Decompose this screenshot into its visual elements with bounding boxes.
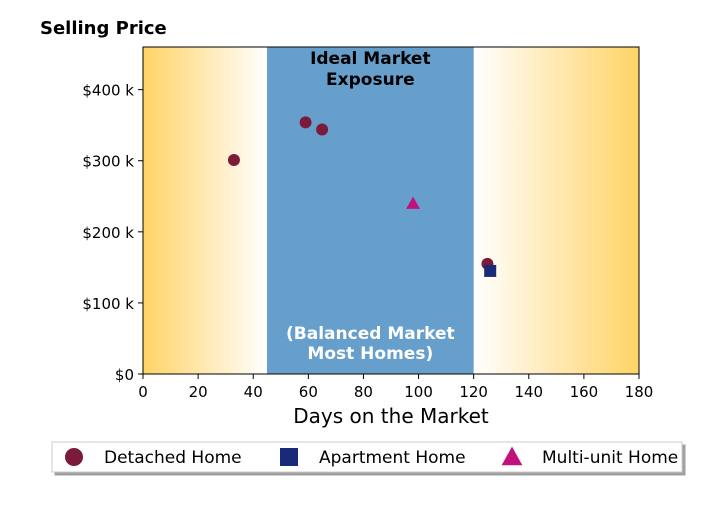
gradient-right [473,47,639,374]
legend-marker-triangle [501,446,523,466]
ideal-exposure-band [267,47,474,374]
y-tick-label: $400 k [82,82,134,100]
data-point-triangle [406,196,420,209]
x-tick-label: 0 [138,383,148,401]
legend-label: Multi-unit Home [542,448,678,468]
x-tick-label: 40 [244,383,263,401]
x-axis: 0 20 40 60 80 100 120 140 160 180 [138,374,653,401]
chart-title: Selling Price [40,18,167,39]
x-tick-label: 60 [299,383,318,401]
y-tick-label: $100 k [82,295,134,313]
data-point-circle [299,116,312,129]
x-tick-label: 120 [459,383,488,401]
legend-box [51,441,683,473]
gradient-left [143,47,267,374]
data-markers [227,116,497,277]
band-label-top-1: Ideal Market [310,49,431,69]
data-point-circle [316,123,329,136]
x-tick-label: 180 [625,383,654,401]
legend-label: Apartment Home [319,448,466,468]
y-tick-label: $200 k [82,224,134,242]
x-tick-label: 160 [570,383,599,401]
x-axis-title: Days on the Market [293,404,489,428]
legend-marker-circle [65,448,83,466]
plot-background [143,47,639,374]
legend-label: Detached Home [104,448,242,468]
band-label-top-2: Exposure [326,70,415,90]
plot-frame [142,46,640,375]
band-label-bottom-1: (Balanced Market [286,324,455,344]
legend-marker-square [280,448,298,466]
band-label-bottom-2: Most Homes) [307,344,433,364]
data-point-square [484,264,497,277]
data-point-circle [227,154,240,167]
x-tick-label: 100 [404,383,433,401]
y-tick-label: $0 [115,366,134,384]
x-tick-label: 20 [189,383,208,401]
legend: Detached Home Apartment Home Multi-unit Ho… [51,441,683,473]
y-tick-label: $300 k [82,153,134,171]
x-tick-label: 140 [514,383,543,401]
y-axis: $0 $100 k $200 k $300 k $400 k [82,82,143,384]
x-tick-label: 80 [354,383,373,401]
